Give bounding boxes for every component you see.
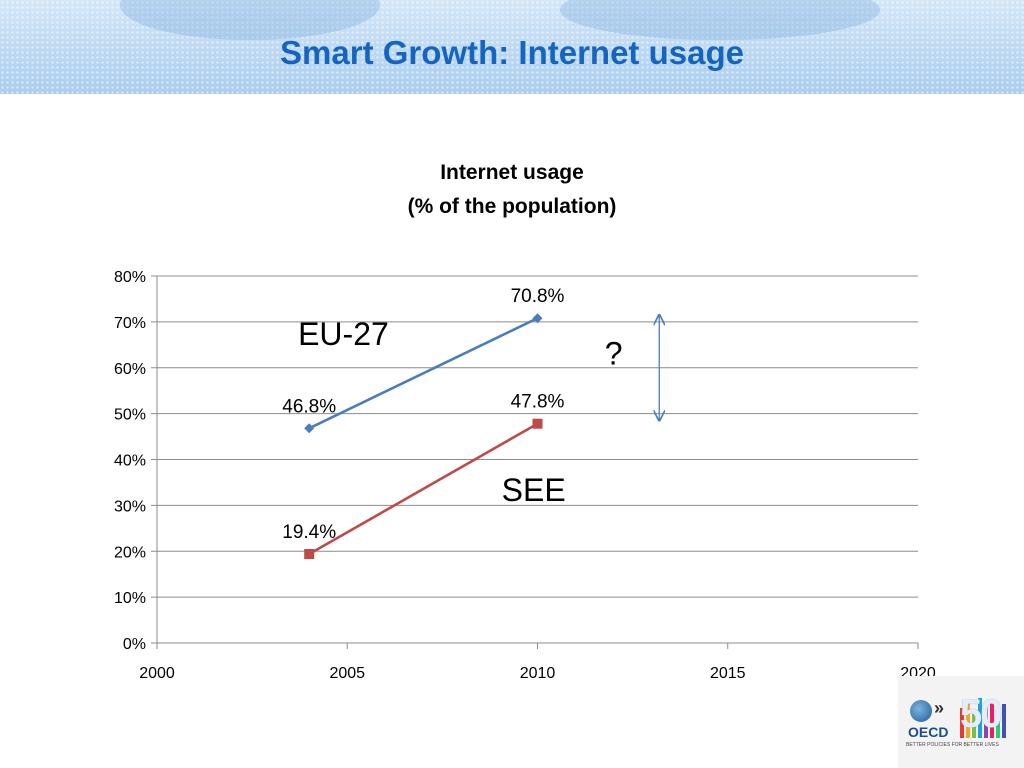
data-point <box>304 549 315 560</box>
series-name-label: SEE <box>502 472 566 508</box>
data-point <box>532 313 543 324</box>
series-line-see <box>308 422 539 556</box>
x-tick-label: 2010 <box>520 665 556 682</box>
x-tick-label: 2005 <box>329 665 365 682</box>
y-tick-label: 60% <box>114 361 146 378</box>
slide-title: Smart Growth: Internet usage <box>280 34 744 71</box>
data-label: 70.8% <box>511 286 565 307</box>
data-label: 47.8% <box>511 392 565 413</box>
x-tick-label: 2015 <box>710 665 746 682</box>
y-tick-label: 70% <box>114 315 146 332</box>
series-name-label: EU-27 <box>298 316 389 352</box>
header-banner <box>0 0 1024 94</box>
y-tick-label: 30% <box>114 498 146 515</box>
oecd-logo: » OECD 50 BETTER POLICIES FOR BETTER LIV… <box>898 676 1024 768</box>
bars-icon <box>960 698 1010 738</box>
data-label: 46.8% <box>282 396 336 417</box>
chart-title-line1: Internet usage <box>440 161 584 184</box>
y-tick-label: 40% <box>114 453 146 470</box>
globe-icon <box>910 700 932 722</box>
chart-title-line2: (% of the population) <box>407 195 617 218</box>
y-tick-label: 10% <box>114 590 146 607</box>
y-tick-label: 0% <box>123 636 146 653</box>
gap-question-label: ? <box>605 336 623 372</box>
banner-texture <box>0 0 1024 94</box>
x-tick-label: 2000 <box>139 665 175 682</box>
logo-text: OECD <box>908 724 949 740</box>
data-point <box>532 418 543 429</box>
chevrons-icon: » <box>934 698 945 718</box>
y-tick-label: 50% <box>114 407 146 424</box>
logo-anniversary-mark: 50 <box>960 692 1002 736</box>
data-point <box>304 423 315 434</box>
series-line-eu-27 <box>308 317 539 430</box>
y-tick-label: 80% <box>114 269 146 286</box>
logo-tagline: BETTER POLICIES FOR BETTER LIVES <box>906 742 999 748</box>
chart-title: Internet usage (% of the population) <box>312 156 712 224</box>
data-label: 19.4% <box>282 522 336 543</box>
y-tick-label: 20% <box>114 544 146 561</box>
